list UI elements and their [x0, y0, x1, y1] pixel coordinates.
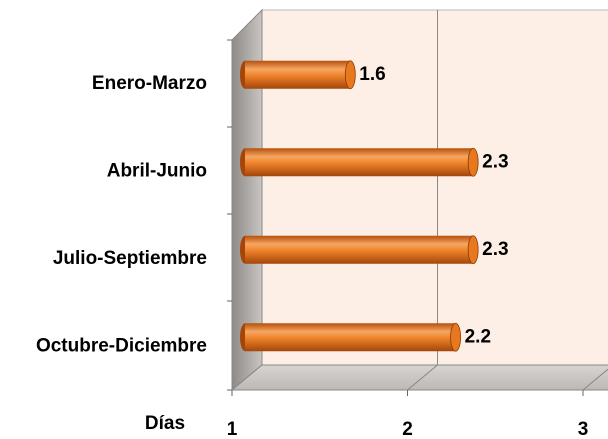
y-tick-label: Abril-Junio	[107, 160, 207, 181]
y-tick-label: Julio-Septiembre	[53, 248, 207, 269]
x-tick-label: 3	[578, 419, 589, 439]
y-tick-label: Octubre-Diciembre	[36, 335, 207, 356]
value-label: 2.3	[482, 151, 508, 172]
bar-end-cap	[450, 322, 462, 352]
x-tick-label: 1	[227, 419, 238, 439]
bar	[240, 147, 479, 177]
grid-line-floor	[582, 368, 608, 391]
bar-body	[245, 60, 351, 89]
bar-body	[245, 235, 474, 264]
bar-body	[245, 323, 456, 352]
bar	[240, 235, 479, 265]
category-ticks	[227, 39, 232, 391]
value-label: 1.6	[359, 64, 385, 85]
bar-end-cap	[344, 60, 356, 90]
floor	[230, 364, 608, 391]
bar	[240, 60, 356, 90]
grid-line-floor	[407, 364, 438, 391]
y-tick-label: Enero-Marzo	[92, 73, 207, 94]
x-axis-label: Días	[145, 413, 185, 434]
value-label: 2.2	[465, 326, 491, 347]
value-label: 2.3	[482, 239, 508, 260]
bar-body	[245, 148, 474, 177]
bar	[240, 322, 462, 352]
bar-end-cap	[467, 147, 479, 177]
bar-end-cap	[467, 235, 479, 265]
x-tick-label: 2	[402, 419, 413, 439]
